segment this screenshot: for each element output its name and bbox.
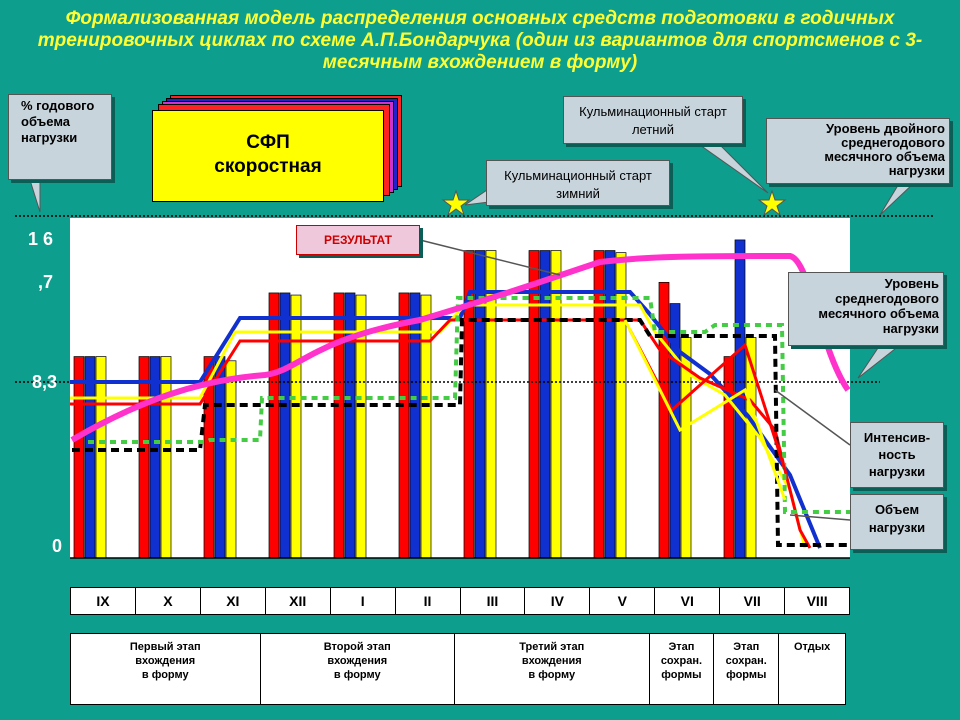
stage-cell: Этап сохран. формы xyxy=(650,634,715,704)
page-title: Формализованная модель распределения осн… xyxy=(37,8,923,73)
tail-volume xyxy=(789,514,851,521)
month-cell: VI xyxy=(655,588,721,614)
bar-yellow xyxy=(290,294,302,559)
callout-culm-summer: Кульминационный старт летний xyxy=(563,96,743,144)
stages-row: Первый этап вхождения в форму Второй этап… xyxy=(70,633,846,705)
y-label-avg: 8,3 xyxy=(32,372,58,392)
callout-result: РЕЗУЛЬТАТ xyxy=(296,225,420,255)
tail-intensity xyxy=(774,389,851,446)
month-cell: VII xyxy=(720,588,786,614)
bar-red xyxy=(138,356,150,559)
tail-percent xyxy=(29,179,41,213)
y-label-mid: ,7 xyxy=(38,272,54,292)
month-cell: III xyxy=(461,588,526,614)
black-dashed-line xyxy=(72,318,850,547)
stage-cell: Этап сохран. формы xyxy=(714,634,780,704)
month-cell: X xyxy=(136,588,201,614)
bar-yellow xyxy=(95,356,107,559)
callout-volume: Объем нагрузки xyxy=(850,494,944,550)
sfp-line1: СФП xyxy=(246,132,290,153)
intensity-yellow-line xyxy=(623,319,787,501)
stage-cell: Первый этап вхождения в форму xyxy=(71,634,261,704)
star-summer-icon xyxy=(757,189,787,217)
bar-red xyxy=(658,281,670,559)
month-cell: IX xyxy=(71,588,136,614)
tail-double xyxy=(879,181,917,216)
sfp-line2: скоростная xyxy=(214,156,322,177)
green-dashed-line xyxy=(88,296,850,514)
month-cell: XII xyxy=(266,588,331,614)
blue-step-line xyxy=(70,290,822,549)
callout-double-level: Уровень двойного среднегодового месячног… xyxy=(766,118,950,184)
callout-intensity: Интенсив-ность нагрузки xyxy=(850,422,944,488)
sfp-card: СФП скоростная xyxy=(152,110,384,202)
star-winter-icon xyxy=(441,189,471,217)
result-curve xyxy=(70,252,851,443)
stage-cell: Второй этап вхождения в форму xyxy=(261,634,456,704)
month-cell: V xyxy=(590,588,656,614)
bar-red xyxy=(723,356,735,559)
y-label-top: 1 6 xyxy=(28,229,54,249)
month-cell: IV xyxy=(525,588,591,614)
month-cell: XI xyxy=(201,588,266,614)
tail-summer xyxy=(698,144,769,194)
callout-percent-load: % годового объема нагрузки xyxy=(8,94,112,180)
callout-culm-winter: Кульминационный старт зимний xyxy=(486,160,670,206)
tail-result xyxy=(419,239,561,276)
month-cell: VIII xyxy=(806,593,828,609)
stage-cell: Отдых xyxy=(793,641,831,653)
bar-yellow xyxy=(225,360,237,559)
bar-red xyxy=(73,356,85,559)
months-row: IX X XI XII I II III IV V VI VII VIII xyxy=(70,587,850,615)
bar-blue xyxy=(214,356,226,559)
month-cell: I xyxy=(331,588,396,614)
month-cell: II xyxy=(396,588,461,614)
tail-avg xyxy=(857,344,902,379)
bar-yellow xyxy=(420,294,432,559)
stage-cell: Третий этап вхождения в форму xyxy=(455,634,650,704)
bar-blue xyxy=(84,356,96,559)
callout-avg-level: Уровень среднегодового месячного объема … xyxy=(788,272,944,346)
y-label-zero: 0 xyxy=(52,536,63,556)
bar-blue xyxy=(734,239,746,559)
bar-yellow xyxy=(160,356,172,559)
bar-blue xyxy=(149,356,161,559)
